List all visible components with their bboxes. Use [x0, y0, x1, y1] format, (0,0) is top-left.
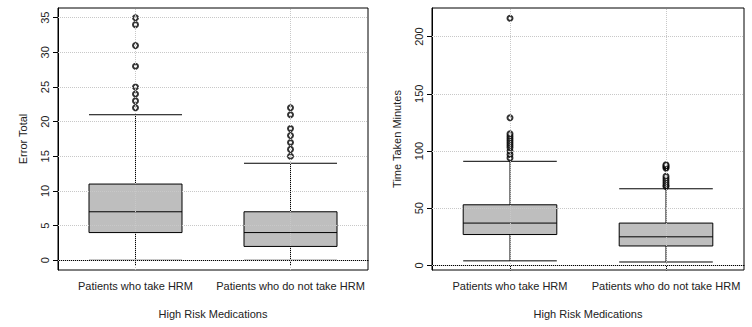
svg-text:Patients who do not take HRM: Patients who do not take HRM — [216, 280, 365, 292]
svg-text:Time Taken Minutes: Time Taken Minutes — [391, 90, 403, 188]
svg-text:20: 20 — [39, 116, 51, 128]
svg-text:15: 15 — [39, 150, 51, 162]
svg-text:5: 5 — [39, 223, 51, 229]
svg-text:35: 35 — [39, 12, 51, 24]
svg-text:High Risk Medications: High Risk Medications — [534, 308, 643, 320]
svg-text:Patients who take HRM: Patients who take HRM — [453, 280, 568, 292]
svg-text:200: 200 — [413, 27, 425, 45]
svg-text:100: 100 — [413, 142, 425, 160]
svg-text:50: 50 — [413, 202, 425, 214]
svg-text:25: 25 — [39, 81, 51, 93]
svg-text:30: 30 — [39, 46, 51, 58]
svg-text:0: 0 — [413, 262, 425, 268]
svg-text:0: 0 — [39, 257, 51, 263]
svg-text:High Risk Medications: High Risk Medications — [159, 308, 268, 320]
svg-text:10: 10 — [39, 185, 51, 197]
svg-text:Patients who take HRM: Patients who take HRM — [78, 280, 193, 292]
svg-text:Patients who do not take HRM: Patients who do not take HRM — [592, 280, 741, 292]
svg-text:Error Total: Error Total — [17, 114, 29, 165]
svg-text:150: 150 — [413, 85, 425, 103]
